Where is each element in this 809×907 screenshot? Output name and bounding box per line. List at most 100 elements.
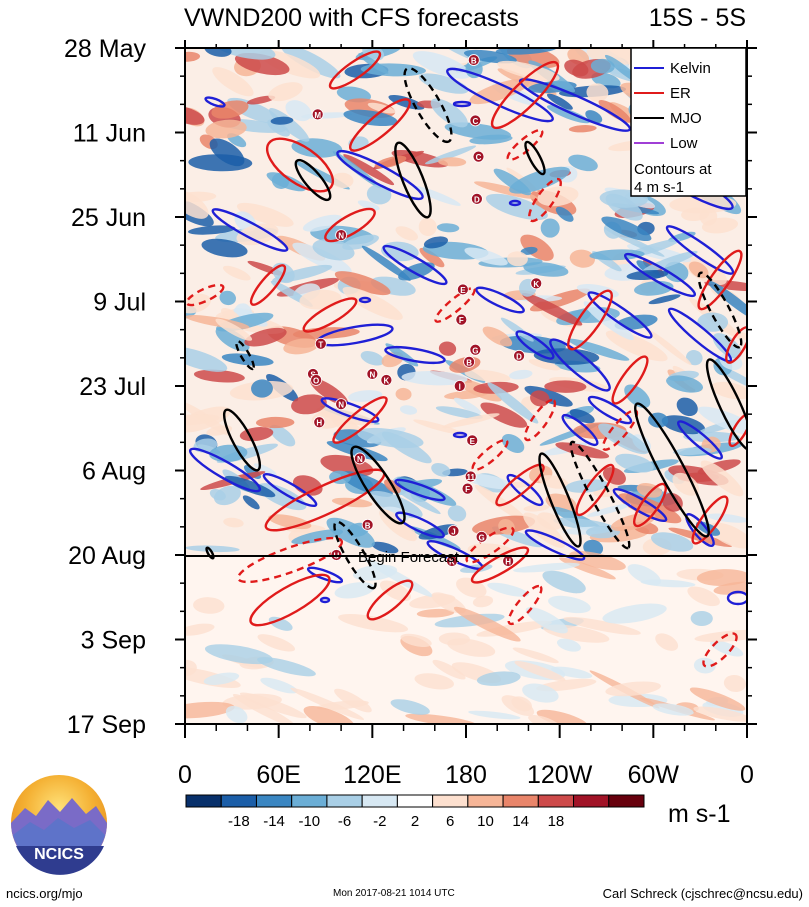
anomaly-blob [672, 472, 700, 496]
anomaly-blob [201, 238, 248, 258]
anomaly-blob [431, 463, 451, 477]
anomaly-blob [357, 200, 380, 211]
anomaly-blob [512, 647, 559, 664]
anomaly-blob [185, 190, 209, 219]
anomaly-blob [239, 692, 307, 719]
anomaly-blob [652, 703, 694, 716]
anomaly-blob [469, 134, 513, 145]
anomaly-blob [255, 416, 295, 429]
anomaly-blob [430, 98, 468, 128]
x-tick-label: 60E [256, 761, 300, 789]
anomaly-blob [548, 595, 591, 614]
anomaly-blob [540, 218, 560, 238]
storm-label: N [338, 401, 344, 410]
anomaly-blob [336, 86, 372, 103]
anomaly-blob [509, 166, 570, 194]
storm-label: C [476, 153, 482, 162]
anomaly-blob [398, 262, 435, 281]
anomaly-blob [367, 102, 396, 114]
storm-marker [335, 229, 348, 242]
anomaly-blob [291, 394, 327, 415]
anomaly-blob [569, 249, 595, 268]
anomaly-blob [360, 351, 385, 366]
storm-marker [513, 349, 525, 362]
storm-marker [455, 313, 468, 326]
anomaly-blob [598, 99, 631, 123]
anomaly-blob [463, 49, 517, 64]
anomaly-blob [414, 673, 455, 690]
x-tick-label: 180 [445, 761, 487, 789]
anomaly-blob [642, 250, 698, 273]
anomaly-blob [251, 379, 273, 398]
anomaly-blob [369, 490, 423, 519]
anomaly-blob [585, 526, 621, 539]
anomaly-blob [687, 586, 720, 607]
anomaly-blob [334, 688, 372, 713]
anomaly-blob [514, 660, 566, 682]
anomaly-blob [185, 51, 201, 62]
anomaly-blob [568, 125, 597, 133]
x-tick-label: 120E [343, 761, 401, 789]
anomaly-blob [693, 706, 747, 722]
colorbar-level-label: -6 [338, 813, 351, 830]
anomaly-blob [205, 119, 247, 139]
anomaly-blob [185, 293, 211, 314]
anomaly-blob [605, 330, 668, 362]
anomaly-blob [393, 486, 441, 515]
contour-note-line2: 4 m s-1 [634, 179, 684, 196]
anomaly-blob [438, 341, 457, 356]
storm-label: B [471, 57, 477, 66]
anomaly-blob [708, 522, 747, 549]
anomaly-blob [371, 541, 399, 554]
anomaly-blob [522, 683, 559, 703]
anomaly-blob [381, 431, 432, 464]
anomaly-blob [664, 261, 689, 283]
storm-marker [467, 54, 480, 66]
anomaly-blob [482, 326, 513, 347]
colorbar-level-label: 10 [477, 813, 494, 830]
anomaly-blob [533, 348, 600, 365]
anomaly-blob [536, 709, 589, 724]
anomaly-blob [285, 100, 312, 122]
storm-label: D [474, 195, 480, 204]
anomaly-blob [399, 405, 418, 415]
anomaly-blob [589, 249, 645, 261]
anomaly-blob [447, 505, 467, 522]
anomaly-blob [509, 369, 533, 380]
anomaly-blob [666, 375, 704, 393]
storm-label: N [338, 232, 344, 241]
anomaly-blob [615, 453, 654, 473]
anomaly-blob [203, 672, 240, 685]
anomaly-blob [316, 407, 375, 426]
storm-label: N [357, 455, 363, 464]
storm-marker [469, 343, 482, 356]
anomaly-blob [723, 674, 746, 692]
anomaly-blob [480, 402, 528, 428]
storm-marker [461, 482, 474, 495]
anomaly-blob [669, 195, 737, 214]
contour-note-line1: Contours at [634, 161, 712, 178]
anomaly-blob [662, 492, 683, 512]
anomaly-blob [270, 116, 294, 125]
chart-title: VWND200 with CFS forecasts [184, 4, 519, 32]
anomaly-blob [453, 397, 481, 414]
storm-marker [447, 524, 460, 537]
anomaly-blob [193, 369, 245, 383]
anomaly-blob [436, 223, 460, 233]
x-axis: 0 60E 120E 180 120W 60W 0 [178, 40, 754, 789]
anomaly-blob [390, 699, 430, 715]
anomaly-blob [418, 73, 469, 94]
storm-label: B [365, 521, 371, 530]
storm-marker [314, 337, 327, 350]
colorbar-swatch [361, 794, 398, 808]
colorbar: -18 -14 -10 -6 -2 2 6 10 14 18 [185, 794, 645, 830]
anomaly-blob [204, 644, 273, 665]
anomaly-blob [655, 633, 679, 651]
anomaly-blob [269, 424, 296, 447]
er-contours [185, 50, 747, 668]
anomaly-blob [418, 217, 437, 237]
anomaly-blob [689, 687, 746, 711]
anomaly-blob [453, 606, 521, 642]
anomaly-blob [185, 659, 197, 677]
anomaly-blob [530, 390, 550, 407]
